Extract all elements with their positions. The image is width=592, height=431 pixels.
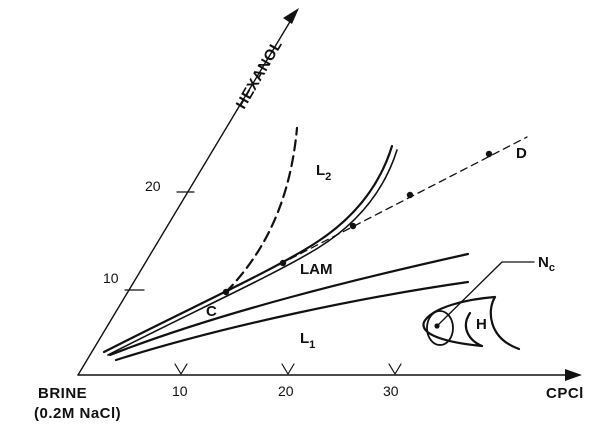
h-label: H [476, 316, 487, 333]
dilution-line-cd [225, 136, 528, 293]
lam-boundary-lower [114, 280, 470, 362]
cpcl-tick-label-30: 30 [383, 383, 399, 399]
point-d [485, 150, 493, 158]
point-d-label: D [516, 145, 527, 162]
lam-boundary-upper [108, 252, 470, 357]
cpcl-tick-label-10: 10 [172, 383, 188, 399]
l2-label: L2 [316, 162, 331, 183]
cpcl-tick-label-20: 20 [278, 383, 294, 399]
brine-sublabel: (0.2M NaCl) [34, 405, 121, 422]
nc-label: Nc [538, 254, 555, 274]
point-c [222, 288, 230, 296]
cpcl-tick-10 [174, 363, 188, 375]
hexanol-tick-label-10: 10 [103, 270, 119, 286]
nc-region [426, 310, 454, 346]
l2-boundary-inner [107, 149, 398, 356]
l2-boundary-outer [102, 144, 394, 354]
h-region-boundary [422, 295, 521, 351]
cpcl-axis-arrow [565, 369, 582, 381]
brine-label: BRINE [38, 385, 87, 402]
hexanol-axis-arrow [283, 8, 299, 24]
hexanol-axis [77, 14, 295, 376]
cpcl-tick-20 [281, 363, 295, 375]
hexanol-tick-label-20: 20 [145, 178, 161, 194]
point-4 [406, 191, 414, 199]
l1-label: L1 [300, 330, 315, 351]
nc-leader [436, 261, 535, 327]
point-c-label: C [206, 303, 217, 320]
lam-label: LAM [300, 261, 333, 278]
cpcl-axis-label: CPCl [546, 385, 584, 402]
cpcl-tick-30 [388, 363, 402, 375]
hexanol-axis-label: HEXANOL [233, 37, 286, 112]
l2-dashed-boundary [224, 126, 299, 294]
point-lam [279, 259, 287, 267]
point-3 [349, 222, 357, 230]
